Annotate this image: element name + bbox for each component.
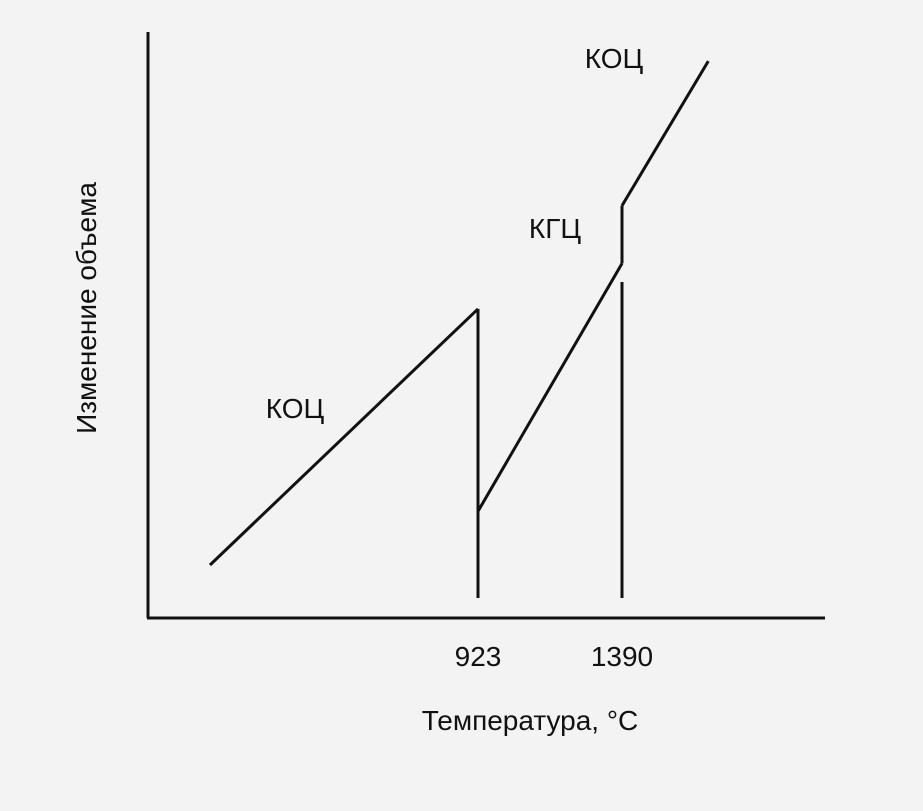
x-tick-label-1390: 1390 <box>591 641 653 672</box>
y-axis-label: Изменение объема <box>71 182 102 434</box>
axes <box>146 32 825 620</box>
segment-label-3: КГЦ <box>529 213 581 244</box>
segment-label-5: КОЦ <box>585 43 644 74</box>
data-segment-3 <box>476 262 624 513</box>
x-axis-label: Температура, °C <box>422 705 639 736</box>
segment-label-1: КОЦ <box>266 393 325 424</box>
annotations: 923 1390 Температура, °C Изменение объема КО… <box>71 43 653 736</box>
data-segment-5 <box>620 60 710 207</box>
data-segment-1 <box>208 307 480 567</box>
data-lines <box>208 60 710 598</box>
x-tick-label-923: 923 <box>455 641 502 672</box>
